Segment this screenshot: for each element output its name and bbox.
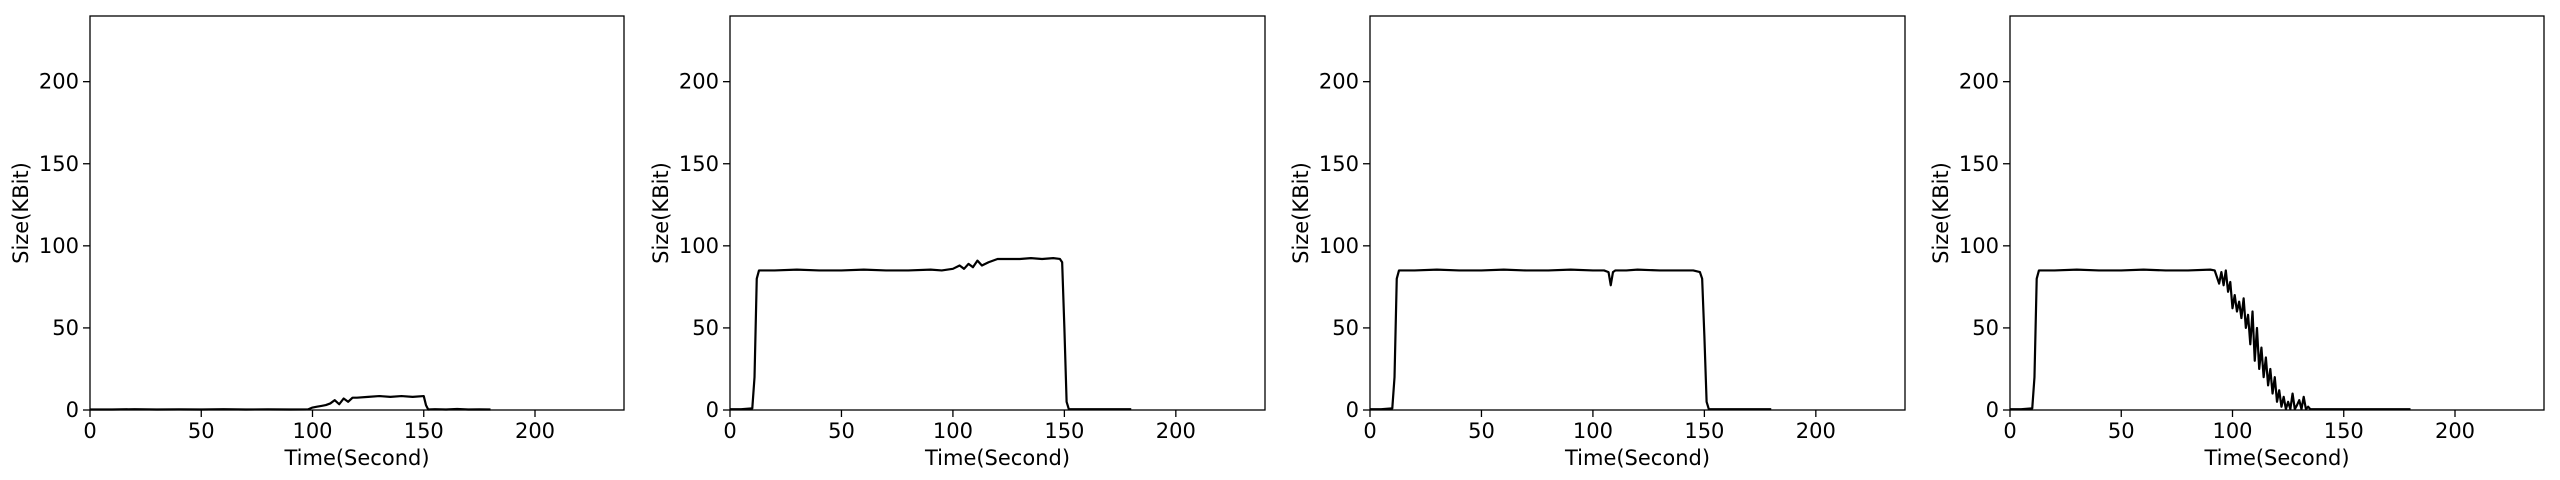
y-tick-label: 100 <box>39 234 79 258</box>
y-tick-label: 0 <box>706 398 719 422</box>
x-tick-label: 100 <box>292 419 332 443</box>
plot-frame <box>1369 15 1906 411</box>
x-tick-label: 0 <box>83 419 96 443</box>
y-tick-label: 100 <box>1319 234 1359 258</box>
x-tick-label: 100 <box>933 419 973 443</box>
y-tick-label: 150 <box>679 152 719 176</box>
y-axis-label: Size(KBit) <box>1929 162 1953 264</box>
y-tick-label: 50 <box>1332 316 1359 340</box>
y-tick-label: 200 <box>39 70 79 94</box>
x-axis-label: Time(Second) <box>2203 446 2349 470</box>
x-tick-label: 0 <box>1363 419 1376 443</box>
x-axis-label: Time(Second) <box>283 446 429 470</box>
y-tick-label: 150 <box>1959 152 1999 176</box>
x-axis-label: Time(Second) <box>924 446 1070 470</box>
plot-frame <box>89 15 625 411</box>
chart-panel-1: 0 50 100 150 200 0 50 100 150 200 Time(Second) Size… <box>9 15 625 470</box>
y-tick-label: 0 <box>1346 398 1359 422</box>
y-tick-label: 200 <box>679 70 719 94</box>
x-tick-label: 50 <box>2108 419 2135 443</box>
x-tick-label: 150 <box>1684 419 1724 443</box>
y-tick-label: 200 <box>1319 70 1359 94</box>
x-tick-label: 200 <box>2435 419 2475 443</box>
y-tick-label: 50 <box>1972 316 1999 340</box>
x-tick-label: 50 <box>188 419 215 443</box>
x-tick-label: 100 <box>2212 419 2252 443</box>
x-tick-label: 150 <box>2324 419 2364 443</box>
series-line <box>1370 268 1772 411</box>
y-tick-label: 150 <box>1319 152 1359 176</box>
series-line <box>90 394 491 411</box>
x-tick-label: 0 <box>2003 419 2016 443</box>
chart-panel-4: 0 50 100 150 200 0 50 100 150 200 Time(Second) Size… <box>1929 15 2545 470</box>
y-tick-label: 50 <box>52 316 79 340</box>
x-axis-label: Time(Second) <box>1564 446 1710 470</box>
y-tick-label: 100 <box>1959 234 1999 258</box>
series-line <box>730 257 1132 411</box>
y-tick-label: 50 <box>692 316 719 340</box>
plot-frame <box>729 15 1266 411</box>
x-tick-label: 150 <box>404 419 444 443</box>
y-tick-label: 0 <box>1986 398 1999 422</box>
y-tick-label: 100 <box>679 234 719 258</box>
y-axis-label: Size(KBit) <box>9 162 33 264</box>
y-axis-label: Size(KBit) <box>1289 162 1313 264</box>
y-tick-label: 150 <box>39 152 79 176</box>
x-tick-label: 100 <box>1573 419 1613 443</box>
x-tick-label: 200 <box>1156 419 1196 443</box>
plot-frame <box>2009 15 2545 411</box>
x-tick-label: 0 <box>723 419 736 443</box>
y-tick-label: 0 <box>66 398 79 422</box>
chart-panel-3: 0 50 100 150 200 0 50 100 150 200 Time(Second) Size… <box>1289 15 1906 470</box>
x-tick-label: 50 <box>828 419 855 443</box>
x-tick-label: 200 <box>1796 419 1836 443</box>
y-axis-label: Size(KBit) <box>649 162 673 264</box>
series-line <box>2010 268 2411 411</box>
chart-panel-2: 0 50 100 150 200 0 50 100 150 200 Time(Second) Size… <box>649 15 1266 470</box>
y-tick-label: 200 <box>1959 70 1999 94</box>
x-tick-label: 150 <box>1044 419 1084 443</box>
x-tick-label: 50 <box>1468 419 1495 443</box>
x-tick-label: 200 <box>515 419 555 443</box>
